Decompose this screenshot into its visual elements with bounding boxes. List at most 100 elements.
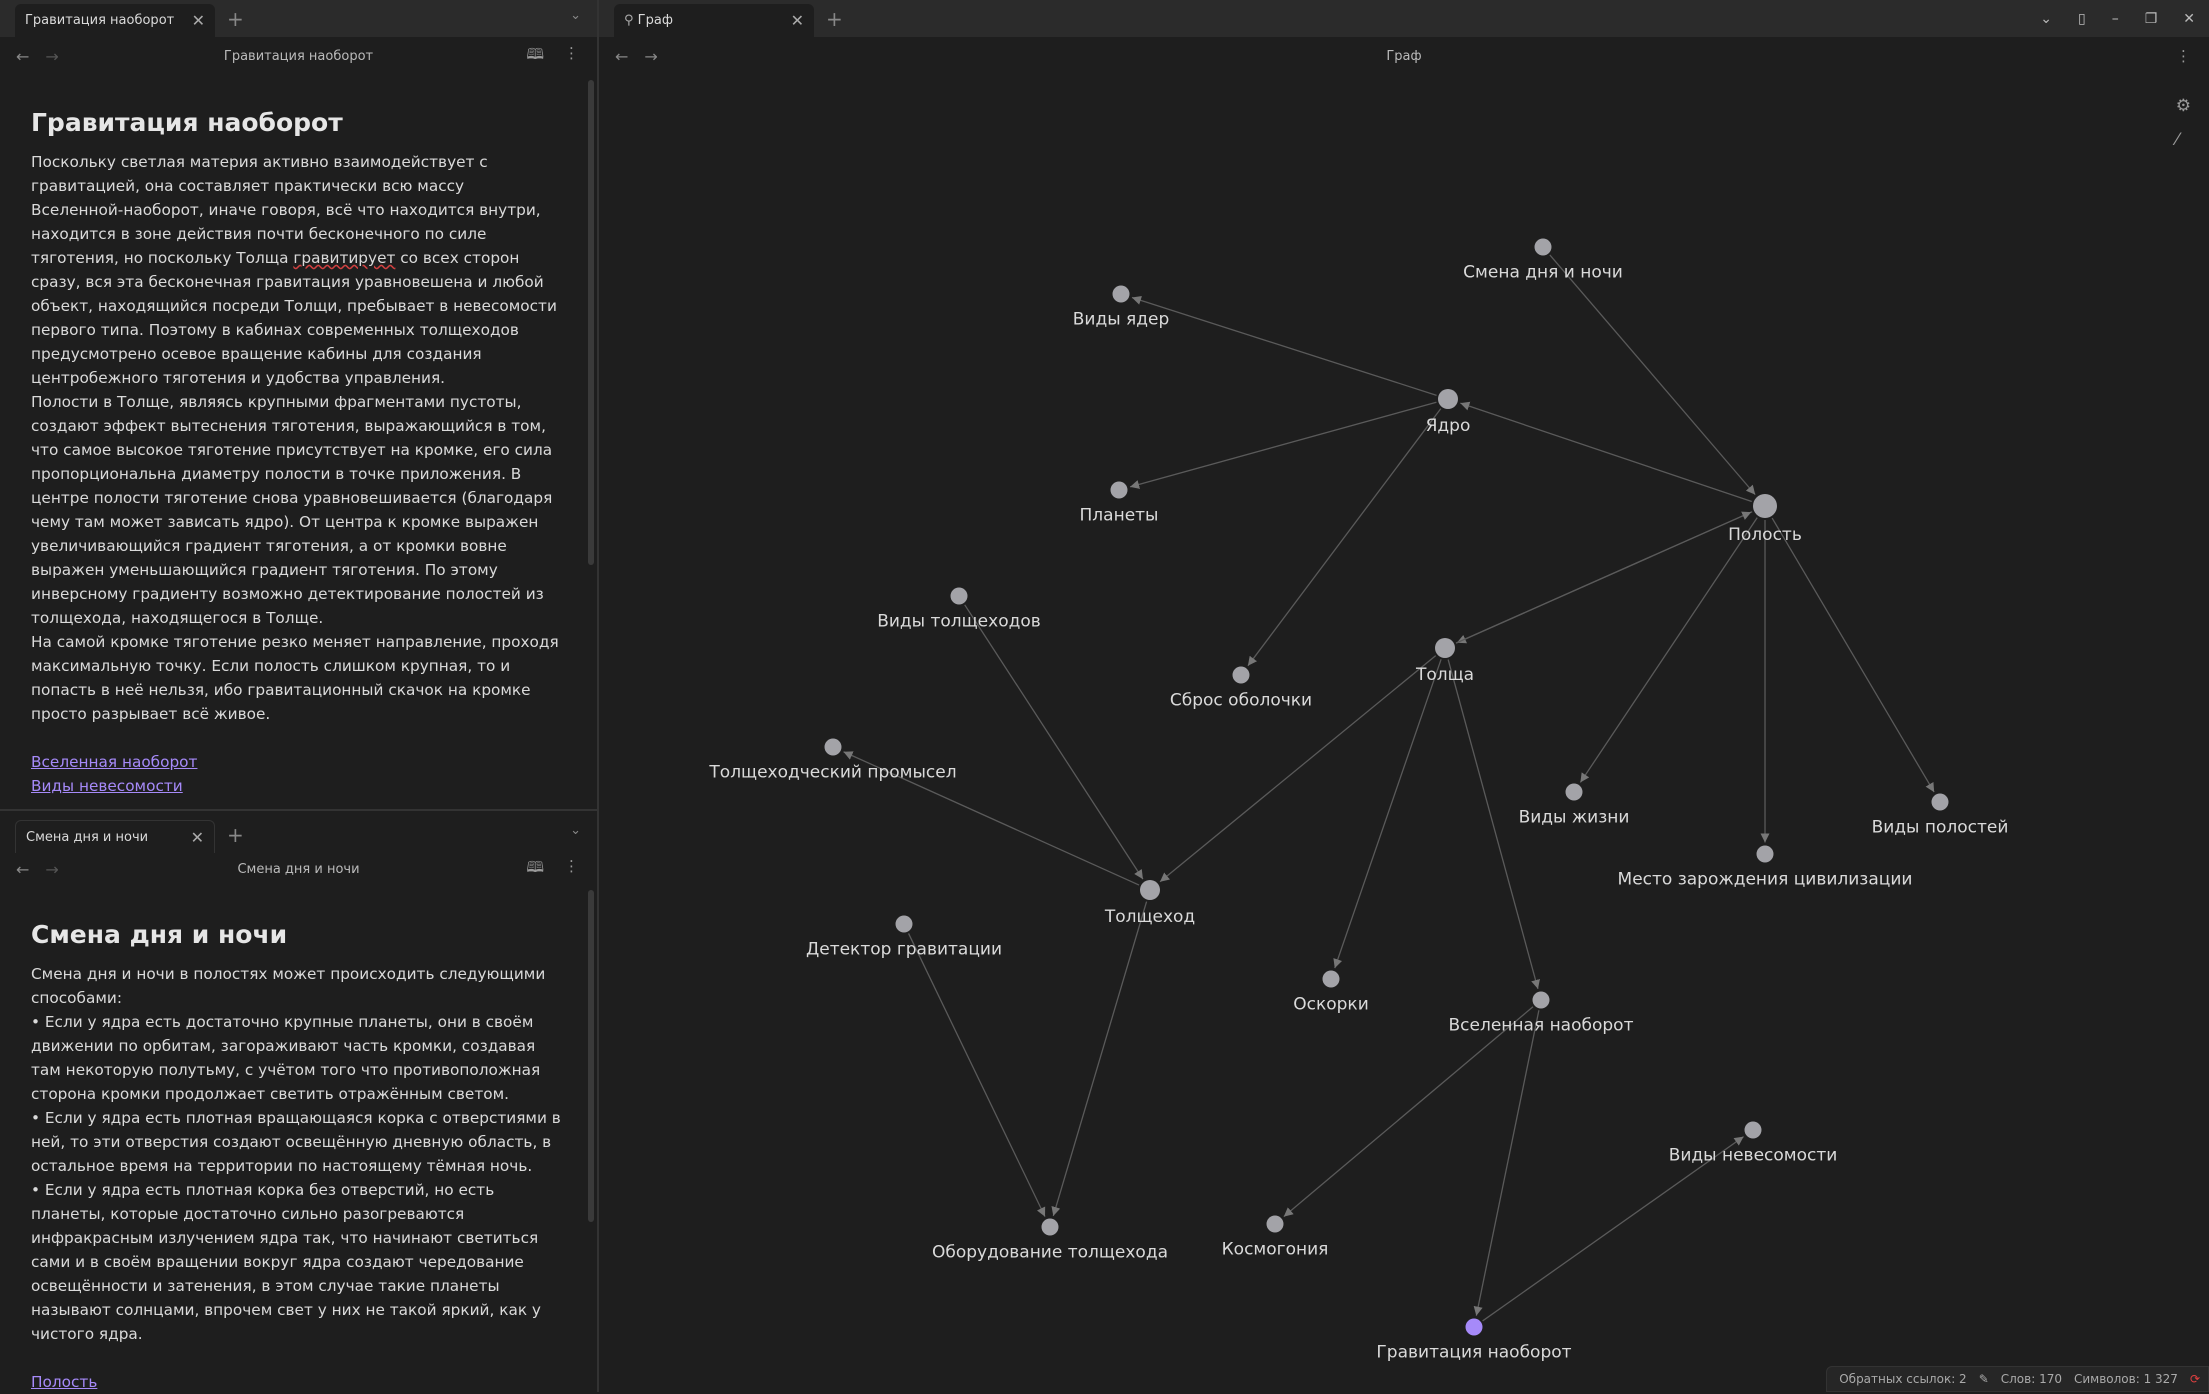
graph-node[interactable]: Виды полостей <box>1872 793 2009 838</box>
graph-view[interactable]: Смена дня и ночи Виды ядер Ядро Планеты Поло… <box>598 75 2209 1365</box>
close-icon[interactable]: ✕ <box>790 11 804 30</box>
close-icon[interactable]: ✕ <box>191 11 205 30</box>
more-icon[interactable]: ⋮ <box>564 43 579 62</box>
graph-node-label[interactable]: Сброс оболочки <box>1170 691 1312 711</box>
graph-node-label[interactable]: Виды невесомости <box>1669 1146 1838 1166</box>
graph-node-label[interactable]: Ядро <box>1426 416 1471 436</box>
forward-arrow-icon[interactable]: → <box>45 46 59 66</box>
graph-node[interactable]: Виды ядер <box>1073 285 1170 330</box>
tab-day-night[interactable]: Смена дня и ночи ✕ <box>15 820 215 853</box>
graph-node-label[interactable]: Вселенная наоборот <box>1449 1016 1634 1036</box>
book-icon[interactable]: 🕮 <box>526 44 544 63</box>
gear-icon[interactable]: ⚙ <box>2175 96 2191 116</box>
graph-node[interactable]: Толща <box>1415 638 1474 685</box>
minimize-icon[interactable]: – <box>2111 10 2119 27</box>
graph-node[interactable]: Виды жизни <box>1519 783 1630 828</box>
tab-gravity-reverse[interactable]: Гравитация наоборот ✕ <box>15 4 215 37</box>
graph-node-dot[interactable] <box>895 915 913 933</box>
link-universe-reverse[interactable]: Вселенная наоборот <box>31 753 198 771</box>
close-window-icon[interactable]: ✕ <box>2183 10 2195 27</box>
graph-node-dot[interactable] <box>1756 845 1774 863</box>
chevron-down-icon[interactable]: ⌄ <box>570 8 581 23</box>
graph-node-label[interactable]: Полость <box>1728 525 1802 545</box>
graph-node-label[interactable]: Виды полостей <box>1872 818 2009 838</box>
back-arrow-icon[interactable]: ← <box>16 859 30 879</box>
sidebar-toggle-icon[interactable]: ▯ <box>2077 10 2086 27</box>
graph-node-dot[interactable] <box>950 587 968 605</box>
graph-node[interactable]: Толщеходческий промысел <box>708 738 957 783</box>
more-icon[interactable]: ⋮ <box>564 856 579 875</box>
graph-node-label[interactable]: Виды толщеходов <box>877 612 1041 632</box>
graph-node-dot[interactable] <box>1438 389 1458 409</box>
chevron-down-icon[interactable]: ⌄ <box>2040 10 2052 27</box>
back-arrow-icon[interactable]: ← <box>16 46 30 66</box>
new-tab-button[interactable]: + <box>227 7 244 31</box>
graph-node[interactable]: Виды толщеходов <box>877 587 1041 632</box>
graph-node-dot[interactable] <box>1565 783 1583 801</box>
graph-node[interactable]: Полость <box>1728 494 1802 545</box>
tab-graph[interactable]: ⚲ Граф ✕ <box>614 4 814 37</box>
new-tab-button[interactable]: + <box>227 823 244 847</box>
chevron-down-icon[interactable]: ⌄ <box>570 823 581 838</box>
graph-node-label[interactable]: Толща <box>1415 665 1474 685</box>
new-tab-button[interactable]: + <box>826 7 843 31</box>
graph-node-label[interactable]: Космогония <box>1222 1240 1329 1260</box>
graph-node-label[interactable]: Виды ядер <box>1073 310 1170 330</box>
magic-wand-icon[interactable]: ⁄ <box>2175 130 2179 150</box>
graph-node-dot[interactable] <box>1753 494 1777 518</box>
graph-node[interactable]: Вселенная наоборот <box>1449 991 1634 1036</box>
graph-node-label[interactable]: Оскорки <box>1293 995 1369 1015</box>
graph-node-dot[interactable] <box>1532 991 1550 1009</box>
book-icon[interactable]: 🕮 <box>526 857 544 876</box>
pencil-icon[interactable]: ✎ <box>1978 1372 1989 1386</box>
graph-node[interactable]: Оскорки <box>1293 970 1369 1015</box>
sync-error-icon[interactable]: ⟳ <box>2189 1372 2200 1386</box>
graph-node-dot[interactable] <box>1744 1121 1762 1139</box>
close-icon[interactable]: ✕ <box>190 827 204 847</box>
graph-node-dot[interactable] <box>1322 970 1340 988</box>
graph-node-dot[interactable] <box>1041 1218 1059 1236</box>
scrollbar[interactable] <box>588 80 594 565</box>
graph-node-label[interactable]: Толщеход <box>1104 907 1195 927</box>
restore-icon[interactable]: ❐ <box>2144 10 2158 27</box>
graph-node-label[interactable]: Оборудование толщехода <box>932 1243 1168 1263</box>
graph-node-dot[interactable] <box>1465 1318 1483 1336</box>
graph-node-dot[interactable] <box>1931 793 1949 811</box>
graph-node[interactable]: Детектор гравитации <box>806 915 1002 960</box>
graph-node-label[interactable]: Гравитация наоборот <box>1376 1343 1571 1363</box>
graph-node[interactable]: Смена дня и ночи <box>1463 238 1623 283</box>
graph-node[interactable]: Виды невесомости <box>1669 1121 1838 1166</box>
graph-node-label[interactable]: Толщеходческий промысел <box>708 763 956 783</box>
graph-node-dot[interactable] <box>1435 638 1455 658</box>
graph-node-label[interactable]: Планеты <box>1080 506 1159 526</box>
link-cavity[interactable]: Полость <box>31 1373 98 1391</box>
graph-node-dot[interactable] <box>1232 666 1250 684</box>
graph-node[interactable]: Космогония <box>1222 1215 1329 1260</box>
back-arrow-icon[interactable]: ← <box>615 46 629 66</box>
graph-node-label[interactable]: Детектор гравитации <box>806 940 1002 960</box>
scrollbar[interactable] <box>588 890 594 1222</box>
graph-node-dot[interactable] <box>1266 1215 1284 1233</box>
graph-node[interactable]: Ядро <box>1426 389 1471 436</box>
graph-node[interactable]: Планеты <box>1080 481 1159 526</box>
graph-node[interactable]: Место зарождения цивилизации <box>1618 845 1913 890</box>
more-icon[interactable]: ⋮ <box>2176 47 2191 65</box>
vertical-divider[interactable] <box>597 0 599 1392</box>
graph-node[interactable]: Толщеход <box>1104 880 1195 927</box>
graph-node-dot[interactable] <box>1110 481 1128 499</box>
forward-arrow-icon[interactable]: → <box>45 859 59 879</box>
forward-arrow-icon[interactable]: → <box>644 46 658 66</box>
graph-node-label[interactable]: Место зарождения цивилизации <box>1618 870 1913 890</box>
graph-node-dot[interactable] <box>1112 285 1130 303</box>
graph-node-label[interactable]: Виды жизни <box>1519 808 1630 828</box>
pane-divider[interactable] <box>0 809 597 811</box>
graph-node-dot[interactable] <box>1534 238 1552 256</box>
graph-node-dot[interactable] <box>1140 880 1160 900</box>
link-weightlessness-types[interactable]: Виды невесомости <box>31 777 183 795</box>
graph-node[interactable]: Оборудование толщехода <box>932 1218 1168 1263</box>
graph-node-dot[interactable] <box>824 738 842 756</box>
graph-node[interactable]: Сброс оболочки <box>1170 666 1312 711</box>
graph-node-label[interactable]: Смена дня и ночи <box>1463 263 1623 283</box>
graph-node[interactable]: Гравитация наоборот <box>1376 1318 1572 1363</box>
backlinks-count[interactable]: Обратных ссылок: 2 <box>1839 1372 1967 1386</box>
